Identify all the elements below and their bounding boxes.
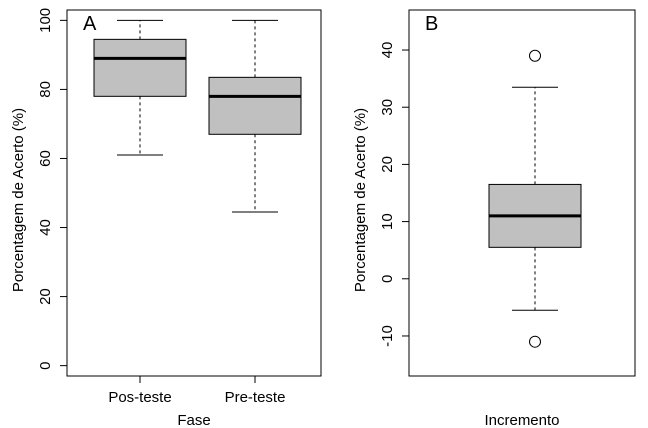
panel-b-y-tick-label: -10 [379, 325, 396, 347]
panel-a-box [94, 39, 186, 96]
panel-a-boxes [94, 20, 301, 212]
panel-a-x-tick-label: Pos-teste [108, 389, 171, 406]
panel-b-letter: B [425, 13, 438, 35]
panel-b-y-tick-label: 0 [379, 275, 396, 283]
panel-a-x-axis-label: Fase [177, 412, 210, 428]
panel-a-y-tick-label: 40 [37, 219, 54, 236]
panel-a-y-tick-label: 100 [37, 8, 54, 33]
panel-a-y-tick-label: 60 [37, 150, 54, 167]
panel-b-y-tick-label: 40 [379, 42, 396, 59]
panel-b-boxes [489, 50, 581, 347]
panel-a: A Porcentagem de Acerto (%) Fase 0 20 40 60… [10, 8, 321, 428]
panel-b-x-axis-label: Incremento [484, 412, 559, 428]
panel-a-y-tick-label: 20 [37, 288, 54, 305]
panel-b-y-axis: -10 0 10 20 30 40 [379, 42, 409, 347]
panel-b-y-axis-label: Porcentagem de Acerto (%) [352, 108, 369, 292]
panel-a-x-axis: Pos-teste Pre-teste [108, 376, 285, 406]
panel-a-y-axis: 0 20 40 60 80 100 [37, 8, 67, 370]
panel-a-x-tick-label: Pre-teste [225, 389, 286, 406]
panel-a-letter: A [83, 13, 97, 35]
panel-b-outlier-point [530, 336, 541, 347]
panel-a-y-axis-label: Porcentagem de Acerto (%) [10, 108, 27, 292]
panel-b-y-tick-label: 10 [379, 213, 396, 230]
panel-a-box [209, 77, 301, 134]
panel-b-outlier-point [530, 50, 541, 61]
panel-a-y-tick-label: 80 [37, 81, 54, 98]
panel-b: B Porcentagem de Acerto (%) Incremento -… [352, 10, 635, 428]
panel-b-y-tick-label: 20 [379, 156, 396, 173]
panel-b-y-tick-label: 30 [379, 99, 396, 116]
panel-a-y-tick-label: 0 [37, 361, 54, 369]
